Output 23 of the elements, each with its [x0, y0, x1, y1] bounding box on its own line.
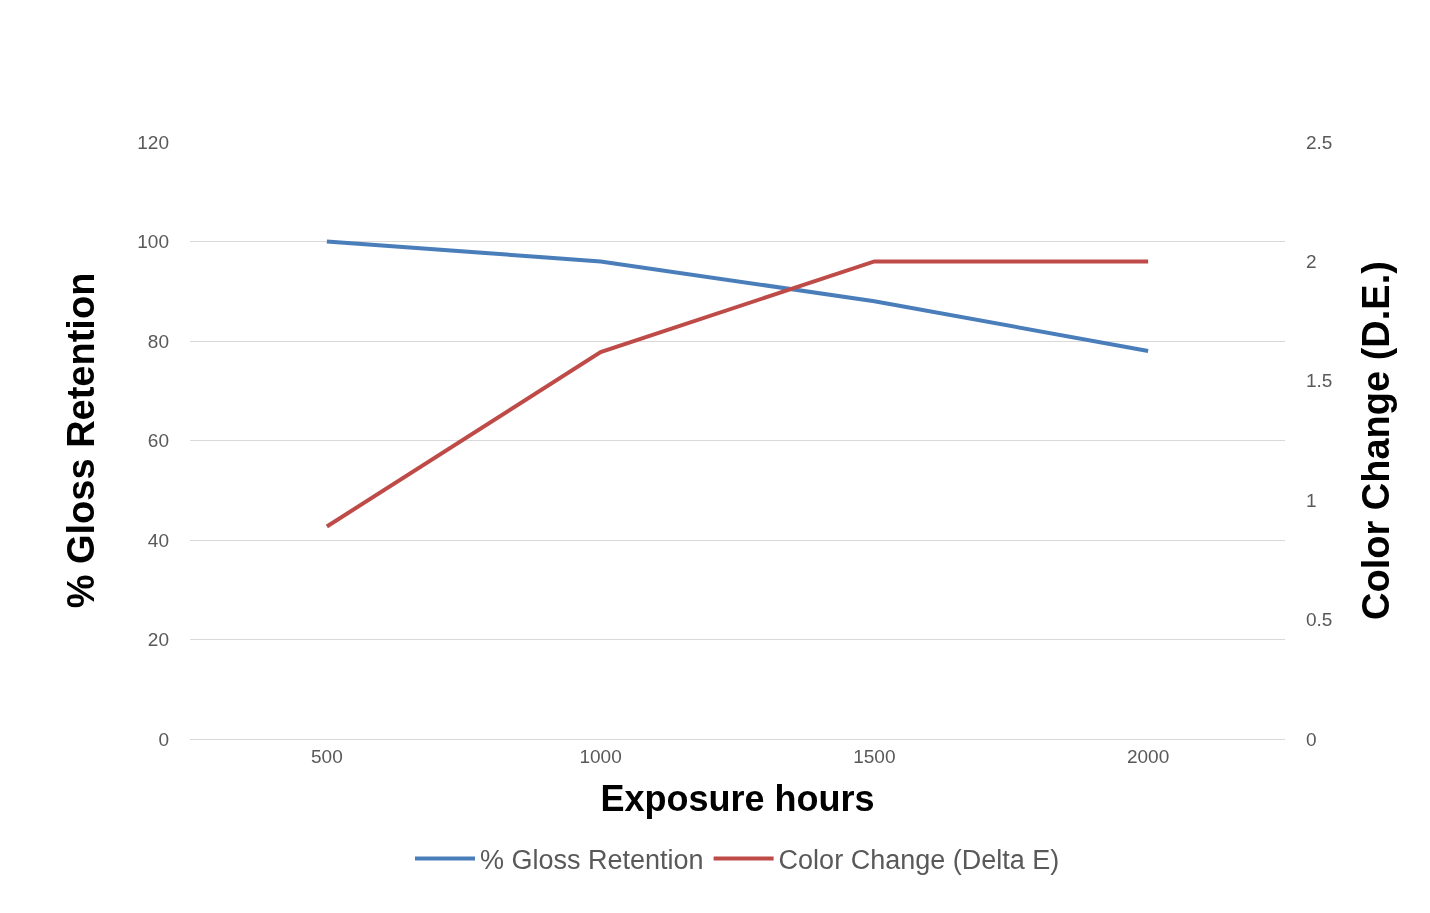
y-axis-title: % Gloss Retention — [60, 272, 103, 609]
y2-tick-label: 1.5 — [1306, 370, 1333, 392]
legend-label: Color Change (Delta E) — [778, 845, 1060, 876]
y-tick-label: 40 — [147, 529, 169, 551]
y-tick-label: 0 — [158, 728, 169, 750]
y2-axis-title: Color Change (D.E.) — [1354, 261, 1397, 620]
x-tick-label: 500 — [311, 745, 343, 767]
x-axis-title: Exposure hours — [600, 778, 875, 820]
y2-tick-label: 0 — [1306, 728, 1317, 750]
legend-label: % Gloss Retention — [480, 845, 704, 876]
x-tick-label: 2000 — [1126, 745, 1170, 767]
y-tick-label: 20 — [147, 629, 169, 651]
y2-tick-label: 0.5 — [1306, 609, 1333, 631]
x-tick-label: 1500 — [853, 745, 896, 767]
y-tick-label: 60 — [147, 430, 169, 452]
x-tick-label: 1000 — [579, 745, 622, 767]
line-series — [324, 239, 1151, 353]
y-tick-label: 100 — [137, 231, 169, 253]
y-tick-label: 120 — [137, 131, 169, 153]
y2-tick-label: 1 — [1306, 489, 1317, 511]
y-tick-label: 80 — [147, 330, 169, 352]
y2-tick-label: 2.5 — [1306, 131, 1333, 153]
y2-tick-label: 2 — [1306, 251, 1317, 273]
